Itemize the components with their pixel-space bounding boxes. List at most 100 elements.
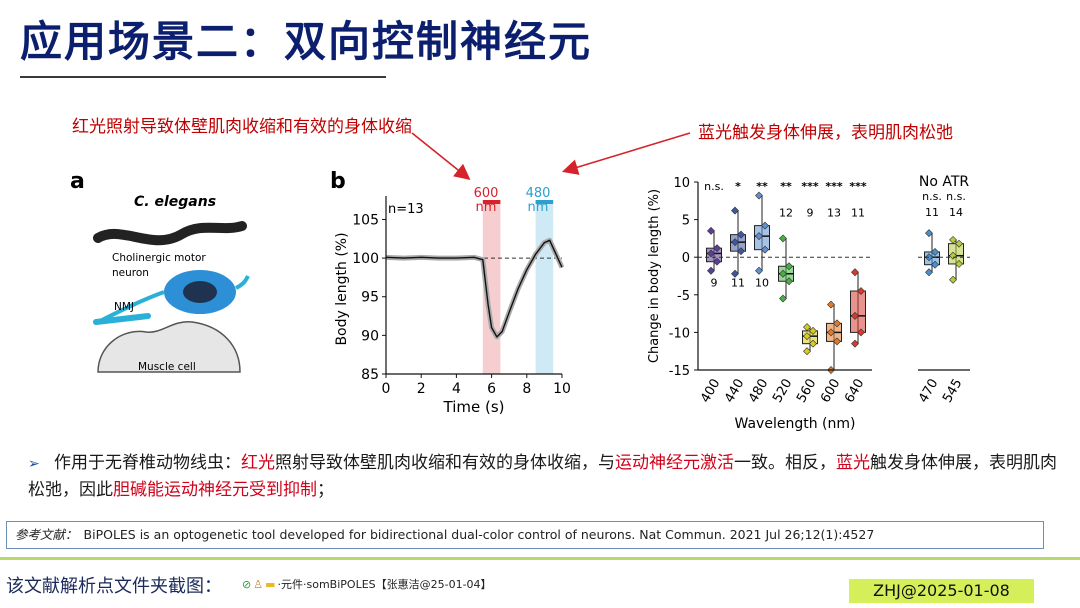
folder-path: ·元件·somBiPOLES【张惠洁@25-01-04】 (277, 578, 492, 591)
atr-group-x-tick-label: 560 (794, 377, 819, 406)
atr-group-box (850, 290, 866, 333)
x-tick-label: 10 (553, 381, 571, 397)
atr-group-x-tick-label: 640 (842, 377, 867, 406)
no-atr-title: No ATR (919, 174, 970, 190)
y-tick-label: 90 (361, 328, 379, 344)
page-title: 应用场景二：双向控制神经元 (20, 17, 593, 66)
atr-group-point (785, 277, 793, 286)
y-tick-label: 10 (673, 176, 690, 191)
series-line (385, 239, 563, 338)
atr-group-point (737, 230, 745, 239)
atr-group-point (827, 300, 835, 309)
y-tick-label: 0 (682, 251, 690, 266)
folder-link[interactable]: ⊘ ♙ ▬ ·元件·somBiPOLES【张惠洁@25-01-04】 (242, 576, 492, 592)
atr-group-point (755, 266, 763, 275)
panel-b-letter: b (330, 169, 346, 194)
nmj-terminal (93, 313, 151, 325)
y-tick-label: 100 (352, 251, 379, 267)
atr-group-significance: *** (825, 180, 843, 193)
atr-group-point (809, 339, 817, 348)
y-axis-label: Change in body length (%) (647, 189, 662, 363)
atr-group-point (833, 337, 841, 346)
desc-seg-6: 蓝光 (836, 453, 870, 473)
noatr-group-point (931, 260, 939, 269)
footer-divider (0, 557, 1080, 560)
atr-group-point (779, 234, 787, 243)
atr-group-significance: * (735, 180, 741, 193)
panel-b-chart: b n=13 600 nm 480 nm 85 90 95 100 105 0 2 4 6 8 10… (322, 160, 582, 420)
x-tick-label: 4 (452, 381, 461, 397)
noatr-group-x-tick-label: 470 (916, 377, 941, 406)
muscle-label: Muscle cell (138, 361, 196, 373)
x-tick-label: 8 (522, 381, 531, 397)
atr-group-point (779, 269, 787, 278)
user-icon: ♙ (253, 578, 264, 591)
neuron-label-2: neuron (112, 267, 149, 279)
atr-group-point (707, 266, 715, 275)
atr-group-point (803, 347, 811, 356)
panel-a-letter: a (70, 169, 85, 194)
desc-seg-9: ； (317, 480, 334, 500)
noatr-group-box (948, 243, 964, 265)
y-tick-label: -15 (669, 364, 690, 379)
atr-group-significance: n.s. (704, 180, 724, 193)
blue-light-annotation: 蓝光触发身体伸展，表明肌肉松弛 (698, 123, 953, 143)
folder-icon: ▬ (265, 578, 276, 591)
x-tick-label: 6 (487, 381, 496, 397)
y-tick-label: 5 (682, 214, 690, 229)
atr-n-label: 9 (711, 277, 718, 290)
reference-box: 参考文献： BiPOLES is an optogenetic tool deve… (6, 521, 1044, 549)
y-tick-label: -5 (677, 289, 690, 304)
reference-label: 参考文献： (15, 527, 78, 542)
atr-group-point (833, 319, 841, 328)
atr-group-point (707, 226, 715, 235)
atr-group-x-tick-label: 600 (818, 377, 843, 406)
x-tick-label: 2 (417, 381, 426, 397)
atr-n-label: 13 (827, 207, 841, 220)
muscle-cell-shape (97, 321, 241, 373)
atr-group-point (857, 328, 865, 337)
atr-group-x-tick-label: 480 (746, 377, 771, 406)
atr-group-point (713, 257, 721, 266)
atr-group-point (713, 244, 721, 253)
reference-text: BiPOLES is an optogenetic tool developed… (83, 527, 875, 542)
body-length-change-boxplot: n.s. 400 * 440 ** 480 ** 520 *** 560 *** 600 *** 640 9… (647, 174, 970, 432)
atr-n-label: 12 (779, 207, 793, 220)
check-circle-icon: ⊘ (242, 578, 252, 591)
organism-label: C. elegans (134, 194, 216, 210)
worm-shape (93, 221, 247, 246)
atr-group-point (731, 206, 739, 215)
desc-seg-3: 照射导致体壁肌肉收缩和有效的身体收缩，与 (275, 453, 615, 473)
atr-n-label: 10 (755, 277, 769, 290)
y-tick-label: 85 (361, 367, 379, 383)
atr-group-significance: *** (849, 180, 867, 193)
blue-annotation-arrow (561, 132, 691, 175)
noatr-group-point (955, 260, 963, 268)
atr-group-point (761, 245, 769, 254)
desc-seg-4: 运动神经元激活 (615, 453, 734, 473)
panel-a-schematic: a C. elegans Cholinergic motor neuron NM… (62, 160, 262, 380)
x-axis-label: Time (s) (443, 398, 505, 416)
light-bar-blue (535, 200, 554, 204)
noatr-n-label: 11 (925, 206, 939, 219)
atr-group-point (731, 238, 739, 247)
red-light-annotation: 红光照射导致体壁肌肉收缩和有效的身体收缩 (72, 117, 412, 137)
atr-n-label: 11 (731, 277, 745, 290)
atr-group-point (755, 191, 763, 200)
atr-group-point (803, 332, 811, 341)
noatr-group-point (955, 239, 963, 248)
atr-group-point (803, 323, 811, 332)
description-paragraph: ➢ 作用于无脊椎动物线虫：红光照射导致体壁肌肉收缩和有效的身体收缩，与运动神经元激… (28, 450, 1058, 503)
nmj-label: NMJ (114, 301, 134, 313)
desc-seg-7: 触发身体伸展，表明肌肉松弛，因此 (28, 453, 1057, 500)
atr-group-x-tick-label: 400 (698, 377, 723, 406)
atr-group-point (827, 328, 835, 337)
neuron-label-1: Cholinergic motor (112, 252, 206, 264)
blue-light-label-1: 480 (526, 186, 551, 201)
panel-c-chart: n.s. 400 * 440 ** 480 ** 520 *** 560 *** 600 *** 640 9… (642, 168, 982, 438)
noatr-group-point (949, 235, 957, 244)
noatr-group-significance: n.s. (946, 190, 966, 203)
desc-seg-8: 胆碱能运动神经元受到抑制 (113, 480, 317, 500)
light-window-blue (535, 204, 554, 374)
title-underline (20, 76, 386, 78)
